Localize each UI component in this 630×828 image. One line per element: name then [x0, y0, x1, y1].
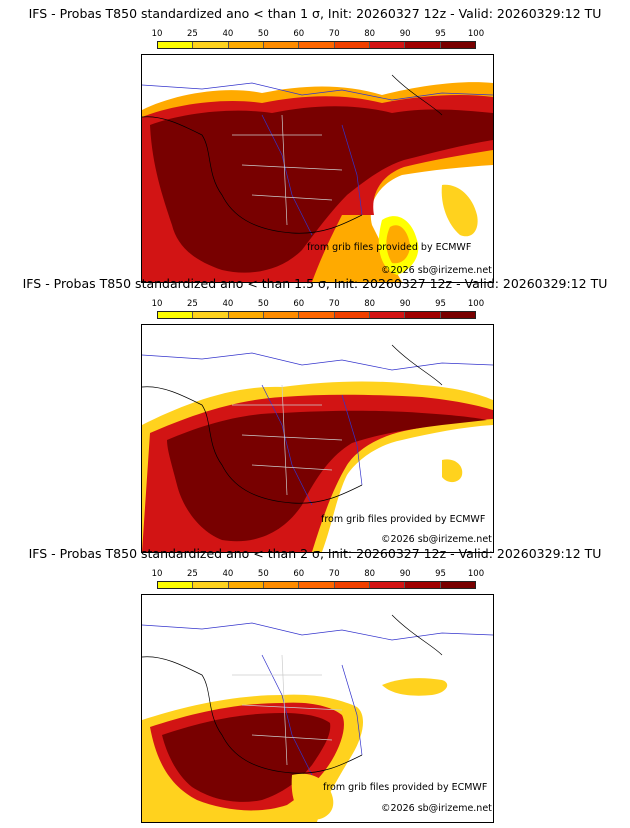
- colorbar: [157, 311, 476, 319]
- colorbar-tick-label: 60: [293, 569, 305, 579]
- colorbar-tick-label: 50: [257, 569, 269, 579]
- colorbar-segment: [263, 312, 300, 318]
- colorbar-segment: [299, 42, 335, 48]
- colorbar-segment: [193, 582, 229, 588]
- colorbar-tick-label: 70: [328, 569, 340, 579]
- copyright-credit: ©2026 sb@irizeme.net: [381, 265, 492, 276]
- colorbar-segment: [158, 312, 194, 318]
- panel-title: IFS - Probas T850 standardized ano < tha…: [28, 6, 602, 21]
- colorbar-tick-label: 90: [399, 569, 411, 579]
- colorbar-segment: [405, 582, 441, 588]
- copyright-credit: ©2026 sb@irizeme.net: [381, 534, 492, 545]
- probability-field: [142, 82, 493, 282]
- colorbar-tick-label: 60: [293, 299, 305, 309]
- colorbar-segment: [193, 312, 229, 318]
- colorbar-tick-label: 50: [257, 29, 269, 39]
- colorbar-tick-label: 95: [435, 299, 446, 309]
- colorbar-tick-label: 70: [328, 29, 340, 39]
- colorbar-segment: [299, 582, 335, 588]
- colorbar-tick-label: 95: [435, 29, 446, 39]
- colorbar-segment: [228, 312, 264, 318]
- colorbar-tick-label: 25: [187, 569, 198, 579]
- colorbar-tick-label: 100: [467, 569, 485, 579]
- probability-map: [141, 324, 494, 553]
- copyright-credit: ©2026 sb@irizeme.net: [381, 803, 492, 814]
- panel-title: IFS - Probas T850 standardized ano < tha…: [28, 546, 602, 561]
- colorbar-tick-label: 10: [151, 569, 163, 579]
- colorbar-segment: [158, 582, 194, 588]
- colorbar-segment: [440, 582, 475, 588]
- colorbar-segment: [334, 42, 370, 48]
- colorbar-tick-label: 95: [435, 569, 446, 579]
- colorbar-tick-label: 90: [399, 29, 411, 39]
- colorbar-segment: [369, 312, 406, 318]
- colorbar-segment: [440, 312, 475, 318]
- colorbar-segment: [228, 582, 264, 588]
- probability-field: [142, 678, 448, 822]
- colorbar-segment: [158, 42, 194, 48]
- colorbar-tick-label: 70: [328, 299, 340, 309]
- colorbar-tick-label: 100: [467, 29, 485, 39]
- map-panel-1sigma: IFS - Probas T850 standardized ano < tha…: [0, 6, 630, 283]
- probability-map: [141, 594, 494, 823]
- colorbar-tick-label: 60: [293, 29, 305, 39]
- map-panel-2sigma: IFS - Probas T850 standardized ano < tha…: [0, 546, 630, 823]
- probability-field: [142, 381, 493, 552]
- colorbar-tick-label: 10: [151, 299, 163, 309]
- colorbar-segment: [228, 42, 264, 48]
- colorbar-tick-label: 90: [399, 299, 411, 309]
- colorbar-tick-label: 40: [222, 569, 234, 579]
- colorbar-tick-label: 80: [364, 29, 376, 39]
- colorbar-segment: [369, 42, 406, 48]
- colorbar: [157, 41, 476, 49]
- colorbar-tick-label: 25: [187, 29, 198, 39]
- colorbar-ticks: 10 25 40 50 60 70 80 90 95 100: [152, 569, 485, 581]
- colorbar-segment: [369, 582, 406, 588]
- data-source-credit: from grib files provided by ECMWF: [321, 514, 486, 525]
- panel-title: IFS - Probas T850 standardized ano < tha…: [22, 276, 608, 291]
- colorbar: [157, 581, 476, 589]
- colorbar-segment: [263, 42, 300, 48]
- borders: [142, 614, 493, 776]
- borders: [142, 74, 493, 236]
- colorbar-tick-label: 25: [187, 299, 198, 309]
- colorbar-segment: [334, 582, 370, 588]
- colorbar-tick-label: 50: [257, 299, 269, 309]
- colorbar-ticks: 10 25 40 50 60 70 80 90 95 100: [152, 299, 485, 311]
- map-panel-1-5sigma: IFS - Probas T850 standardized ano < tha…: [0, 276, 630, 553]
- colorbar-tick-label: 40: [222, 299, 234, 309]
- probability-map: [141, 54, 494, 283]
- colorbar-segment: [263, 582, 300, 588]
- data-source-credit: from grib files provided by ECMWF: [307, 242, 472, 253]
- colorbar-ticks: 10 25 40 50 60 70 80 90 95 100: [152, 29, 485, 41]
- colorbar-tick-label: 10: [151, 29, 163, 39]
- colorbar-tick-label: 80: [364, 299, 376, 309]
- colorbar-tick-label: 80: [364, 569, 376, 579]
- colorbar-segment: [440, 42, 475, 48]
- colorbar-segment: [334, 312, 370, 318]
- data-source-credit: from grib files provided by ECMWF: [323, 782, 488, 793]
- colorbar-segment: [193, 42, 229, 48]
- colorbar-segment: [299, 312, 335, 318]
- borders: [142, 344, 493, 506]
- colorbar-tick-label: 40: [222, 29, 234, 39]
- colorbar-tick-label: 100: [467, 299, 485, 309]
- colorbar-segment: [405, 42, 441, 48]
- colorbar-segment: [405, 312, 441, 318]
